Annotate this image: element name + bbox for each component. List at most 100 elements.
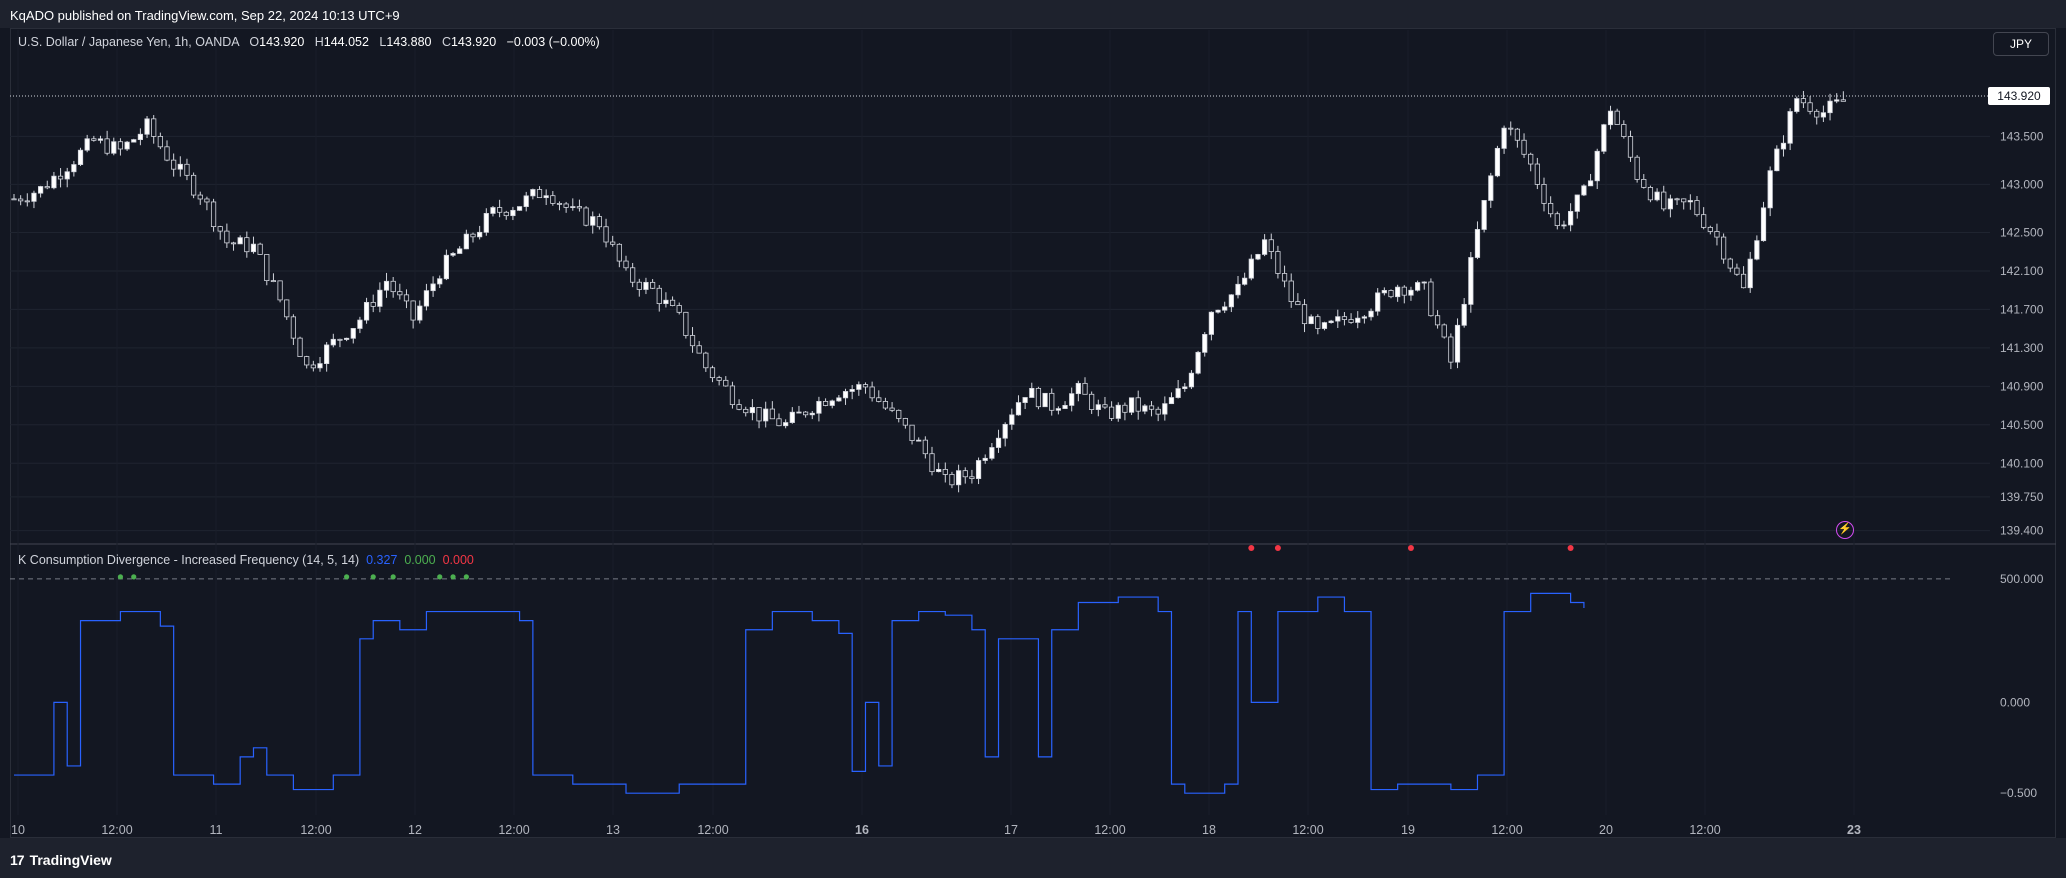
candle (217, 226, 223, 232)
indicator-tick-label: 500.000 (2000, 572, 2044, 586)
time-tick-label: 11 (210, 823, 223, 837)
candle (397, 291, 403, 296)
candle (357, 319, 363, 329)
symbol-name[interactable]: U.S. Dollar / Japanese Yen, 1h, OANDA (18, 35, 239, 49)
candle (64, 171, 70, 180)
candle (1295, 301, 1301, 306)
time-tick-label: 16 (855, 823, 869, 837)
candle (1321, 322, 1328, 329)
candle (117, 141, 124, 150)
candle (250, 243, 257, 253)
tradingview-logo[interactable]: 17 TradingView (10, 852, 112, 868)
red-signal-dot (1248, 545, 1255, 551)
candle (909, 424, 915, 441)
candle (902, 418, 908, 426)
candle (1561, 224, 1567, 227)
candle (922, 439, 928, 455)
candle (1335, 316, 1341, 322)
candle (570, 206, 576, 208)
candle (809, 412, 815, 416)
candle (443, 254, 449, 280)
low-label: L (379, 35, 387, 49)
candle (1627, 136, 1634, 158)
symbol-legend: U.S. Dollar / Japanese Yen, 1h, OANDA O1… (18, 35, 600, 49)
candle (536, 189, 543, 199)
currency-button[interactable]: JPY (1993, 32, 2049, 56)
candle (1707, 226, 1713, 232)
candle (1780, 142, 1787, 150)
candle (829, 400, 835, 406)
time-tick-label: 20 (1599, 823, 1613, 837)
candle (1794, 98, 1800, 112)
candle (1102, 404, 1108, 408)
candle (337, 338, 343, 341)
candle (1095, 404, 1101, 410)
candle (696, 345, 702, 354)
candle (1654, 191, 1660, 201)
candle (590, 216, 596, 226)
candle (1255, 254, 1261, 260)
price-tick-label: 140.500 (2000, 418, 2044, 432)
candle (1348, 319, 1354, 323)
candle (650, 281, 656, 289)
candle (962, 470, 968, 478)
candle (956, 470, 962, 486)
candle (783, 422, 789, 427)
price-tick-label: 140.100 (2000, 456, 2044, 470)
indicator-line (14, 592, 1585, 794)
close-label: C (441, 35, 451, 49)
candle (995, 437, 1002, 448)
indicator-name[interactable]: K Consumption Divergence - Increased Fre… (18, 553, 360, 567)
candle (290, 316, 296, 339)
candle (483, 213, 489, 233)
candle (191, 174, 197, 196)
candle (1581, 185, 1587, 196)
indicator-tick-label: −0.500 (2000, 786, 2037, 800)
candle (1168, 397, 1175, 405)
price-tick-label: 141.700 (2000, 302, 2044, 316)
candle (157, 136, 163, 148)
candle (556, 202, 563, 205)
candle (1049, 392, 1055, 411)
candle (171, 159, 177, 170)
candle (882, 401, 889, 409)
candle (1242, 277, 1248, 285)
candle (383, 280, 390, 291)
candle (1022, 397, 1028, 403)
candle (403, 294, 410, 302)
candle (1328, 320, 1334, 324)
price-tick-label: 139.400 (2000, 524, 2044, 538)
candle (1208, 311, 1214, 335)
price-tick-label: 142.500 (2000, 226, 2044, 240)
candle (1774, 148, 1780, 172)
candle (84, 138, 90, 151)
green-signal-dot (131, 574, 137, 580)
time-tick-label: 13 (606, 823, 620, 837)
candle (1262, 239, 1268, 255)
candle (1814, 110, 1820, 118)
candle (1355, 317, 1361, 323)
candle (1375, 292, 1381, 312)
candle (889, 407, 895, 411)
candle (1454, 324, 1461, 363)
candle (989, 447, 995, 459)
candle (616, 243, 622, 262)
candle (1840, 99, 1846, 102)
price-tick-label: 140.900 (2000, 379, 2044, 393)
candle (470, 233, 476, 238)
candle (1361, 316, 1367, 319)
axes: 139.400 139.750 140.100 140.500 140.900 141.3… (11, 129, 2044, 837)
candle (1215, 309, 1221, 313)
candle (1641, 179, 1647, 188)
candle (224, 230, 230, 244)
candle (929, 453, 935, 473)
candle (1235, 283, 1241, 296)
candle (1521, 139, 1527, 155)
candle (776, 418, 782, 427)
candle (1055, 408, 1061, 411)
candle (1674, 198, 1680, 201)
price-tag: 143.920 (1997, 89, 2041, 103)
indicator-value-1: 0.327 (366, 553, 398, 567)
lightning-icon[interactable]: ⚡ (1836, 521, 1854, 539)
